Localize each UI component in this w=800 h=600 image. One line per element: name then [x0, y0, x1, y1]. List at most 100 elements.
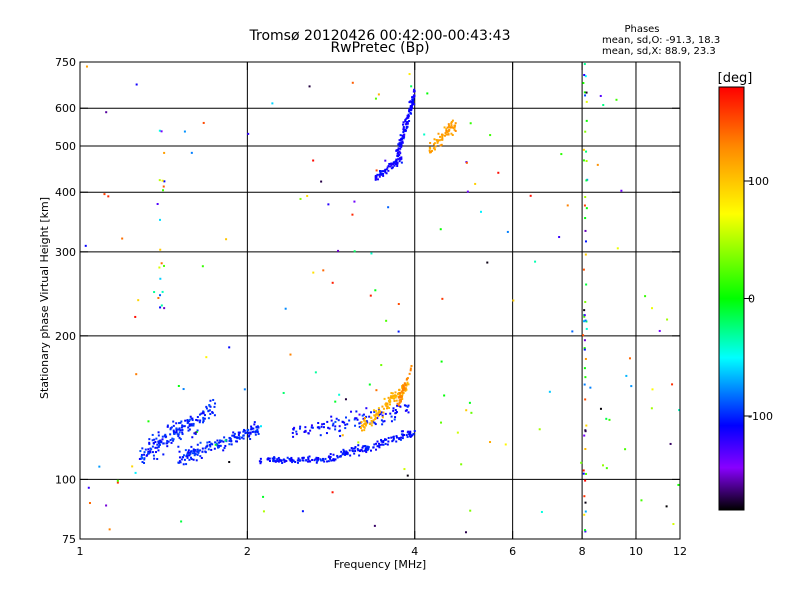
grid-lines: [80, 62, 680, 539]
data-point: [357, 449, 360, 452]
data-point: [413, 94, 416, 97]
data-point: [390, 392, 393, 395]
data-point: [399, 152, 402, 155]
data-point: [156, 446, 159, 449]
y-tick-label: 400: [55, 186, 76, 199]
data-point: [377, 442, 380, 445]
data-point: [200, 412, 203, 415]
data-point: [154, 441, 157, 444]
data-point: [331, 491, 334, 494]
data-point: [411, 96, 414, 99]
data-point: [386, 407, 389, 410]
chart-title: Tromsø 20120426 00:42:00-00:43:43: [249, 28, 511, 44]
data-point: [214, 441, 217, 444]
data-point: [307, 458, 310, 461]
data-point: [252, 427, 255, 430]
data-point: [381, 405, 384, 408]
data-point: [225, 238, 228, 241]
data-point: [446, 126, 449, 129]
data-point: [248, 434, 251, 437]
data-point: [189, 456, 192, 459]
data-point: [436, 141, 439, 144]
data-point: [403, 404, 406, 407]
data-point: [187, 449, 190, 452]
data-point: [560, 153, 563, 156]
data-point: [273, 457, 276, 460]
data-point: [254, 433, 257, 436]
data-point: [584, 217, 587, 220]
data-point: [161, 435, 164, 438]
data-point: [192, 450, 195, 453]
data-point: [280, 460, 283, 463]
data-point: [189, 415, 192, 418]
data-point: [295, 430, 298, 433]
data-point: [349, 454, 352, 457]
data-point: [450, 132, 453, 135]
data-point: [407, 113, 410, 116]
data-point: [283, 460, 286, 463]
data-point: [186, 419, 189, 422]
data-point: [380, 364, 383, 367]
data-point: [174, 431, 177, 434]
data-point: [585, 100, 588, 103]
data-point: [433, 138, 436, 141]
data-point: [158, 440, 161, 443]
data-point: [143, 453, 146, 456]
data-point: [277, 456, 280, 459]
data-point: [582, 268, 585, 271]
data-point: [393, 399, 396, 402]
data-point: [161, 179, 164, 182]
data-point: [409, 109, 412, 112]
data-point: [407, 411, 410, 414]
data-point: [608, 418, 611, 421]
data-point: [387, 206, 390, 209]
data-point: [390, 415, 393, 418]
data-point: [344, 452, 347, 455]
data-point: [193, 452, 196, 455]
data-point: [413, 103, 416, 106]
data-point: [182, 454, 185, 457]
data-point: [402, 384, 405, 387]
data-point: [360, 421, 363, 424]
data-point: [175, 422, 178, 425]
data-point: [391, 166, 394, 169]
data-point: [584, 510, 587, 513]
data-point: [356, 418, 359, 421]
data-point: [187, 429, 190, 432]
data-point: [389, 403, 392, 406]
data-point: [322, 457, 325, 460]
data-point: [616, 247, 619, 250]
data-point: [159, 306, 162, 309]
data-point: [389, 396, 392, 399]
data-point: [352, 447, 355, 450]
data-point: [233, 432, 236, 435]
data-point: [153, 438, 156, 441]
data-point: [159, 248, 162, 251]
x-tick-label: 1: [77, 545, 84, 558]
data-point: [538, 428, 541, 431]
data-point: [177, 461, 180, 464]
data-point: [396, 402, 399, 405]
data-point: [450, 124, 453, 127]
data-point: [385, 319, 388, 322]
y-tick-label: 500: [55, 140, 76, 153]
data-point: [143, 457, 146, 460]
data-point: [400, 433, 403, 436]
data-point: [479, 210, 482, 213]
data-point: [185, 455, 188, 458]
data-point: [205, 405, 208, 408]
data-point: [186, 421, 189, 424]
data-point: [209, 445, 212, 448]
data-point: [357, 441, 360, 444]
chart-subtitle: RwPretec (Bp): [330, 40, 429, 56]
data-point: [407, 404, 410, 407]
data-point: [228, 439, 231, 442]
data-point: [358, 413, 361, 416]
data-point: [257, 426, 260, 429]
data-point: [203, 417, 206, 420]
data-point: [409, 434, 412, 437]
data-point: [206, 444, 209, 447]
data-point: [437, 140, 440, 143]
data-point: [406, 115, 409, 118]
data-point: [330, 459, 333, 462]
